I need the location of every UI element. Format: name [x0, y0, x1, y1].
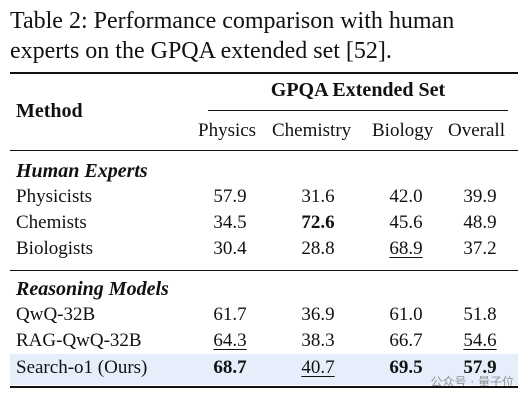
method-header: Method: [16, 100, 83, 122]
table-cell: 28.8: [301, 238, 335, 259]
row-label: Chemists: [16, 212, 87, 233]
table-cell-second: 40.7: [278, 357, 358, 379]
column-header-chemistry: Chemistry: [272, 120, 352, 141]
underlined-value: 68.9: [389, 238, 423, 259]
table-row: Chemists 34.5 72.6 45.6 48.9: [0, 212, 528, 238]
table-cell: 36.9: [301, 304, 335, 325]
row-label: RAG-QwQ-32B: [16, 330, 142, 351]
table-cell: 34.5: [213, 212, 247, 233]
table-cell-second: 54.6: [440, 330, 520, 352]
column-header-biology: Biology: [372, 120, 434, 141]
table-cell: 42.0: [389, 186, 423, 207]
section-title-reasoning-models: Reasoning Models: [16, 278, 169, 300]
group-header: GPQA Extended Set: [270, 79, 446, 101]
table-cell-second: 68.9: [366, 238, 446, 260]
highlighted-row-background: [10, 354, 518, 385]
table-cell: 45.6: [389, 212, 423, 233]
table-cell: 39.9: [463, 186, 497, 207]
table-cell: 37.2: [463, 238, 497, 259]
column-header-overall: Overall: [448, 120, 505, 141]
table-cell: 61.7: [213, 304, 247, 325]
table-row-highlighted: Search-o1 (Ours) 68.7 40.7 69.5 57.9: [0, 357, 528, 383]
table-cell-second: 64.3: [190, 330, 270, 352]
table-cell: 30.4: [213, 238, 247, 259]
table-cell: 66.7: [389, 330, 423, 351]
underlined-value: 64.3: [213, 330, 247, 351]
bottom-rule: [10, 386, 518, 388]
table-row: Physicists 57.9 31.6 42.0 39.9: [0, 186, 528, 212]
row-label: Biologists: [16, 238, 94, 259]
section-title-human-experts: Human Experts: [16, 160, 148, 182]
table-row: RAG-QwQ-32B 64.3 38.3 66.7 54.6: [0, 330, 528, 356]
top-rule: [10, 72, 518, 74]
table-cell: 61.0: [389, 304, 423, 325]
table-cell-best: 69.5: [389, 357, 423, 378]
row-label: Search-o1 (Ours): [16, 357, 148, 378]
table-row: QwQ-32B 61.7 36.9 61.0 51.8: [0, 304, 528, 330]
header-rule: [10, 150, 518, 151]
table-cell: 57.9: [213, 186, 247, 207]
row-label: QwQ-32B: [16, 304, 96, 325]
watermark: 公众号 · 量子位: [430, 375, 514, 389]
row-label: Physicists: [16, 186, 93, 207]
group-subrule: [208, 110, 508, 111]
table-cell: 31.6: [301, 186, 335, 207]
column-header-physics: Physics: [198, 120, 257, 141]
table-cell: 48.9: [463, 212, 497, 233]
table-cell-best: 57.9: [463, 357, 497, 378]
table-row: Biologists 30.4 28.8 68.9 37.2: [0, 238, 528, 264]
table-cell: 38.3: [301, 330, 335, 351]
table-cell-best: 68.7: [213, 357, 247, 378]
table-cell-best: 72.6: [301, 212, 335, 233]
table-caption: Table 2: Performance comparison with hum…: [10, 8, 455, 64]
section-rule: [10, 270, 518, 271]
table-cell: 51.8: [463, 304, 497, 325]
underlined-value: 54.6: [463, 330, 497, 351]
underlined-value: 40.7: [301, 357, 335, 378]
